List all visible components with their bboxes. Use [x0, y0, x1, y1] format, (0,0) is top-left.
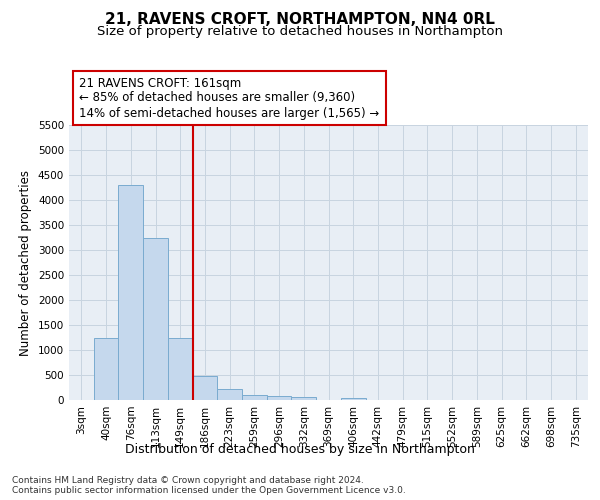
Text: Contains HM Land Registry data © Crown copyright and database right 2024.
Contai: Contains HM Land Registry data © Crown c… [12, 476, 406, 495]
Bar [118, 185, 143, 400]
Text: Size of property relative to detached houses in Northampton: Size of property relative to detached ho… [97, 25, 503, 38]
Y-axis label: Number of detached properties: Number of detached properties [19, 170, 32, 356]
Bar [193, 376, 217, 400]
Bar [143, 238, 168, 400]
Text: 21, RAVENS CROFT, NORTHAMPTON, NN4 0RL: 21, RAVENS CROFT, NORTHAMPTON, NN4 0RL [105, 12, 495, 28]
Text: Distribution of detached houses by size in Northampton: Distribution of detached houses by size … [125, 442, 475, 456]
Bar [242, 395, 267, 400]
Bar [217, 389, 242, 400]
Bar [168, 338, 193, 400]
Bar [341, 398, 365, 400]
Bar [94, 338, 118, 400]
Bar [267, 396, 292, 400]
Text: 21 RAVENS CROFT: 161sqm
← 85% of detached houses are smaller (9,360)
14% of semi: 21 RAVENS CROFT: 161sqm ← 85% of detache… [79, 76, 380, 120]
Bar [292, 397, 316, 400]
